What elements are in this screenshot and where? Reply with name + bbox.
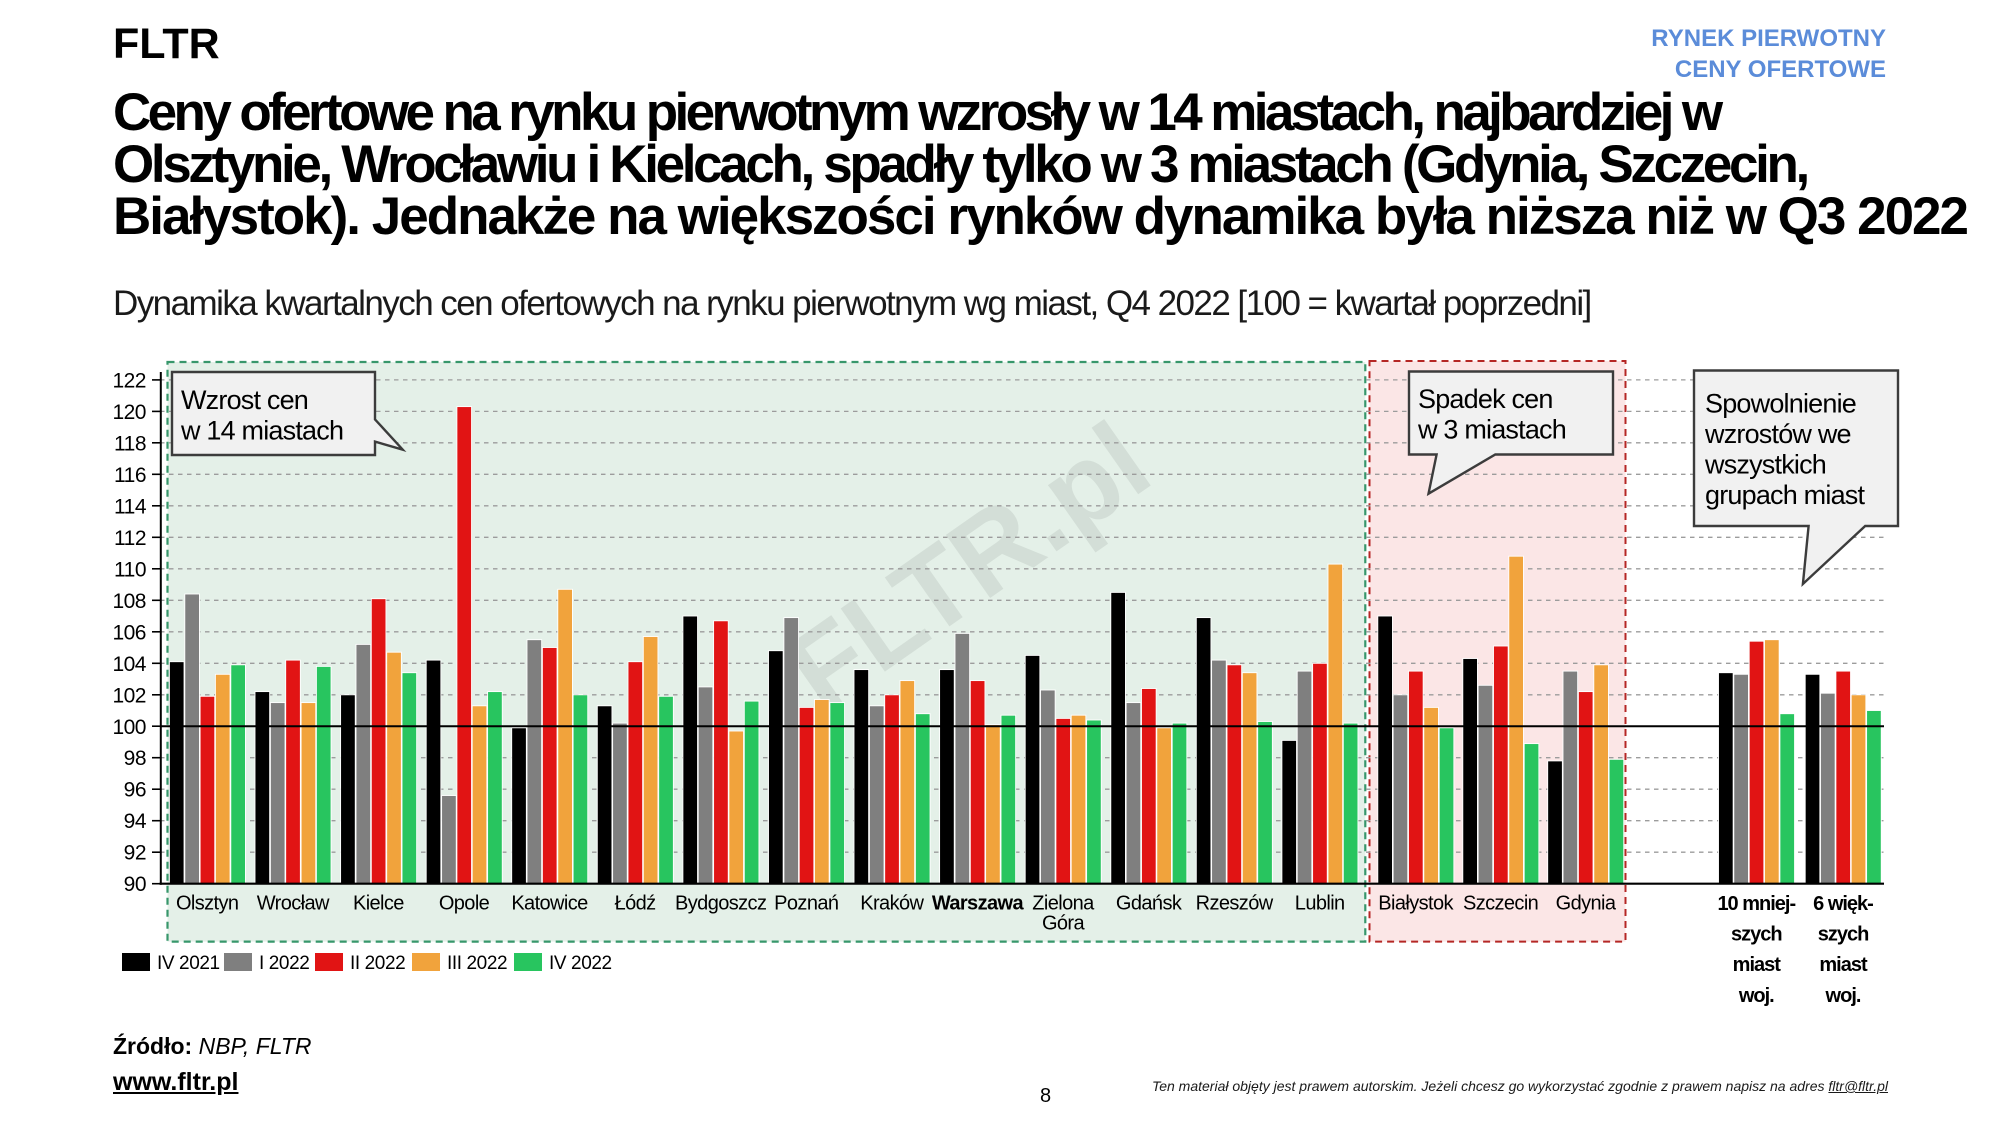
- svg-text:miast: miast: [1819, 954, 1868, 976]
- svg-text:98: 98: [124, 747, 146, 770]
- svg-text:10 mniej-: 10 mniej-: [1717, 893, 1795, 915]
- svg-text:114: 114: [114, 495, 147, 518]
- svg-text:104: 104: [112, 653, 146, 676]
- svg-text:Białystok: Białystok: [1378, 893, 1454, 915]
- svg-text:102: 102: [112, 684, 146, 707]
- svg-text:Rzeszów: Rzeszów: [1196, 893, 1274, 915]
- svg-text:szych: szych: [1731, 924, 1782, 946]
- svg-text:92: 92: [124, 842, 146, 865]
- svg-text:118: 118: [114, 432, 146, 455]
- svg-text:wzrostów we: wzrostów we: [1704, 419, 1851, 449]
- svg-text:94: 94: [124, 810, 147, 833]
- svg-text:106: 106: [112, 621, 146, 644]
- svg-text:Wzrost cen: Wzrost cen: [181, 385, 308, 415]
- svg-text:Warszawa: Warszawa: [932, 893, 1025, 915]
- svg-text:Katowice: Katowice: [511, 893, 588, 915]
- svg-text:grupach miast: grupach miast: [1705, 480, 1865, 510]
- svg-text:miast: miast: [1733, 954, 1782, 976]
- svg-text:Łódź: Łódź: [615, 893, 656, 915]
- svg-text:96: 96: [124, 779, 146, 802]
- svg-text:II 2022: II 2022: [350, 953, 405, 974]
- svg-text:Gdańsk: Gdańsk: [1116, 893, 1183, 915]
- svg-text:Gdynia: Gdynia: [1556, 893, 1617, 915]
- svg-text:IV 2022: IV 2022: [549, 953, 612, 974]
- svg-text:Kielce: Kielce: [353, 893, 404, 915]
- svg-text:122: 122: [112, 369, 146, 392]
- svg-text:Wrocław: Wrocław: [257, 893, 330, 915]
- svg-text:90: 90: [124, 873, 146, 896]
- svg-text:IV 2021: IV 2021: [157, 953, 220, 974]
- svg-text:Lublin: Lublin: [1295, 893, 1345, 915]
- svg-text:w 14 miastach: w 14 miastach: [180, 416, 343, 446]
- svg-text:Spowolnienie: Spowolnienie: [1705, 389, 1856, 419]
- svg-text:112: 112: [114, 527, 146, 550]
- svg-text:110: 110: [114, 558, 146, 581]
- svg-text:108: 108: [112, 590, 146, 613]
- svg-text:Opole: Opole: [439, 893, 490, 915]
- svg-text:120: 120: [112, 401, 146, 424]
- svg-text:6 więk-: 6 więk-: [1813, 893, 1873, 915]
- svg-text:szych: szych: [1818, 924, 1869, 946]
- svg-text:Kraków: Kraków: [860, 893, 924, 915]
- svg-text:Szczecin: Szczecin: [1463, 893, 1538, 915]
- svg-text:I 2022: I 2022: [259, 953, 309, 974]
- svg-text:100: 100: [112, 716, 146, 739]
- svg-text:wszystkich: wszystkich: [1704, 450, 1826, 480]
- svg-text:116: 116: [114, 464, 146, 487]
- svg-text:Poznań: Poznań: [774, 893, 838, 915]
- svg-text:woj.: woj.: [1738, 985, 1774, 1007]
- svg-text:Olsztyn: Olsztyn: [176, 893, 238, 915]
- svg-text:Spadek cen: Spadek cen: [1418, 384, 1553, 414]
- svg-text:woj.: woj.: [1825, 985, 1861, 1007]
- svg-text:w 3 miastach: w 3 miastach: [1417, 415, 1566, 445]
- svg-text:Bydgoszcz: Bydgoszcz: [675, 893, 766, 915]
- svg-text:Góra: Góra: [1042, 913, 1086, 935]
- svg-text:III 2022: III 2022: [447, 953, 507, 974]
- svg-text:Zielona: Zielona: [1032, 892, 1095, 914]
